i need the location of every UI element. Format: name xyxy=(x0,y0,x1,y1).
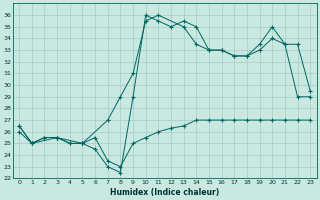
X-axis label: Humidex (Indice chaleur): Humidex (Indice chaleur) xyxy=(110,188,219,197)
